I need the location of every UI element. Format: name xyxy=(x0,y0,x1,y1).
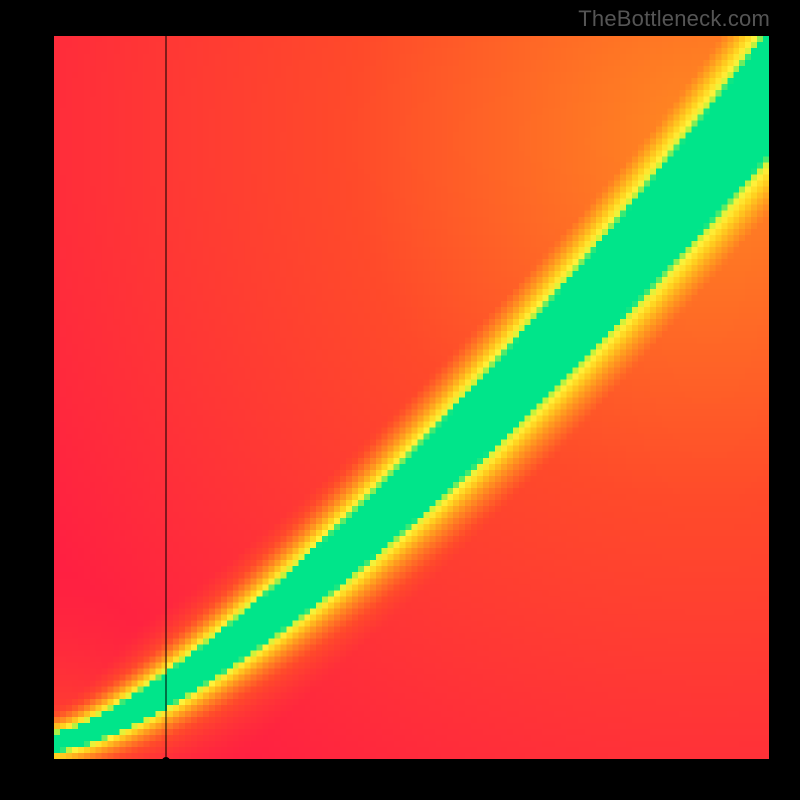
axes-overlay xyxy=(0,0,800,800)
chart-container: TheBottleneck.com xyxy=(0,0,800,800)
